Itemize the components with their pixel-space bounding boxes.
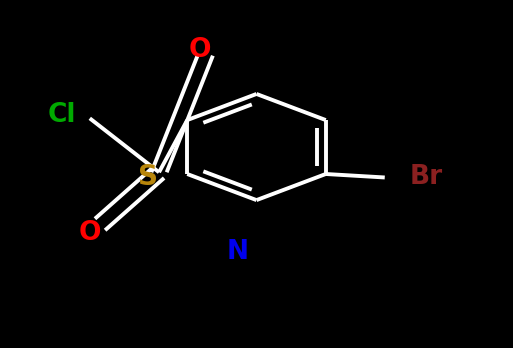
Text: Cl: Cl xyxy=(47,102,76,128)
Text: O: O xyxy=(189,38,211,63)
Text: O: O xyxy=(78,220,101,246)
Text: Br: Br xyxy=(409,165,442,190)
Text: N: N xyxy=(227,239,248,265)
Text: S: S xyxy=(138,164,157,191)
